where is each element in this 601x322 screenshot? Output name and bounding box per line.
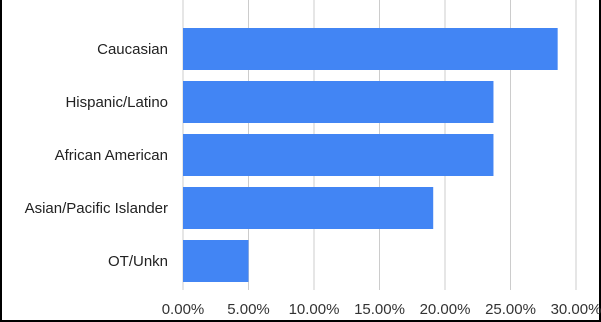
x-tick-label: 10.00%	[289, 301, 340, 318]
category-label: African American	[55, 147, 168, 164]
bar-ot-unkn	[183, 240, 249, 282]
x-tick-label: 25.00%	[485, 301, 536, 318]
bar-hispanic-latino	[183, 81, 494, 123]
category-label: OT/Unkn	[108, 253, 168, 270]
bars	[183, 28, 558, 282]
category-labels: Caucasian Hispanic/Latino African American…	[25, 41, 168, 270]
x-tick-label: 30.00%	[551, 301, 601, 318]
category-label: Caucasian	[97, 41, 168, 58]
bar-caucasian	[183, 28, 558, 70]
category-label: Asian/Pacific Islander	[25, 200, 168, 217]
x-tick-label: 0.00%	[162, 301, 205, 318]
category-label: Hispanic/Latino	[65, 94, 168, 111]
bar-asian-pacific-islander	[183, 187, 434, 229]
bar-african-american	[183, 134, 494, 176]
x-axis-tick-labels: 0.00% 5.00% 10.00% 15.00% 20.00% 25.00% 30.00%	[162, 301, 601, 318]
x-tick-label: 20.00%	[420, 301, 471, 318]
x-tick-label: 15.00%	[354, 301, 405, 318]
x-tick-label: 5.00%	[227, 301, 270, 318]
